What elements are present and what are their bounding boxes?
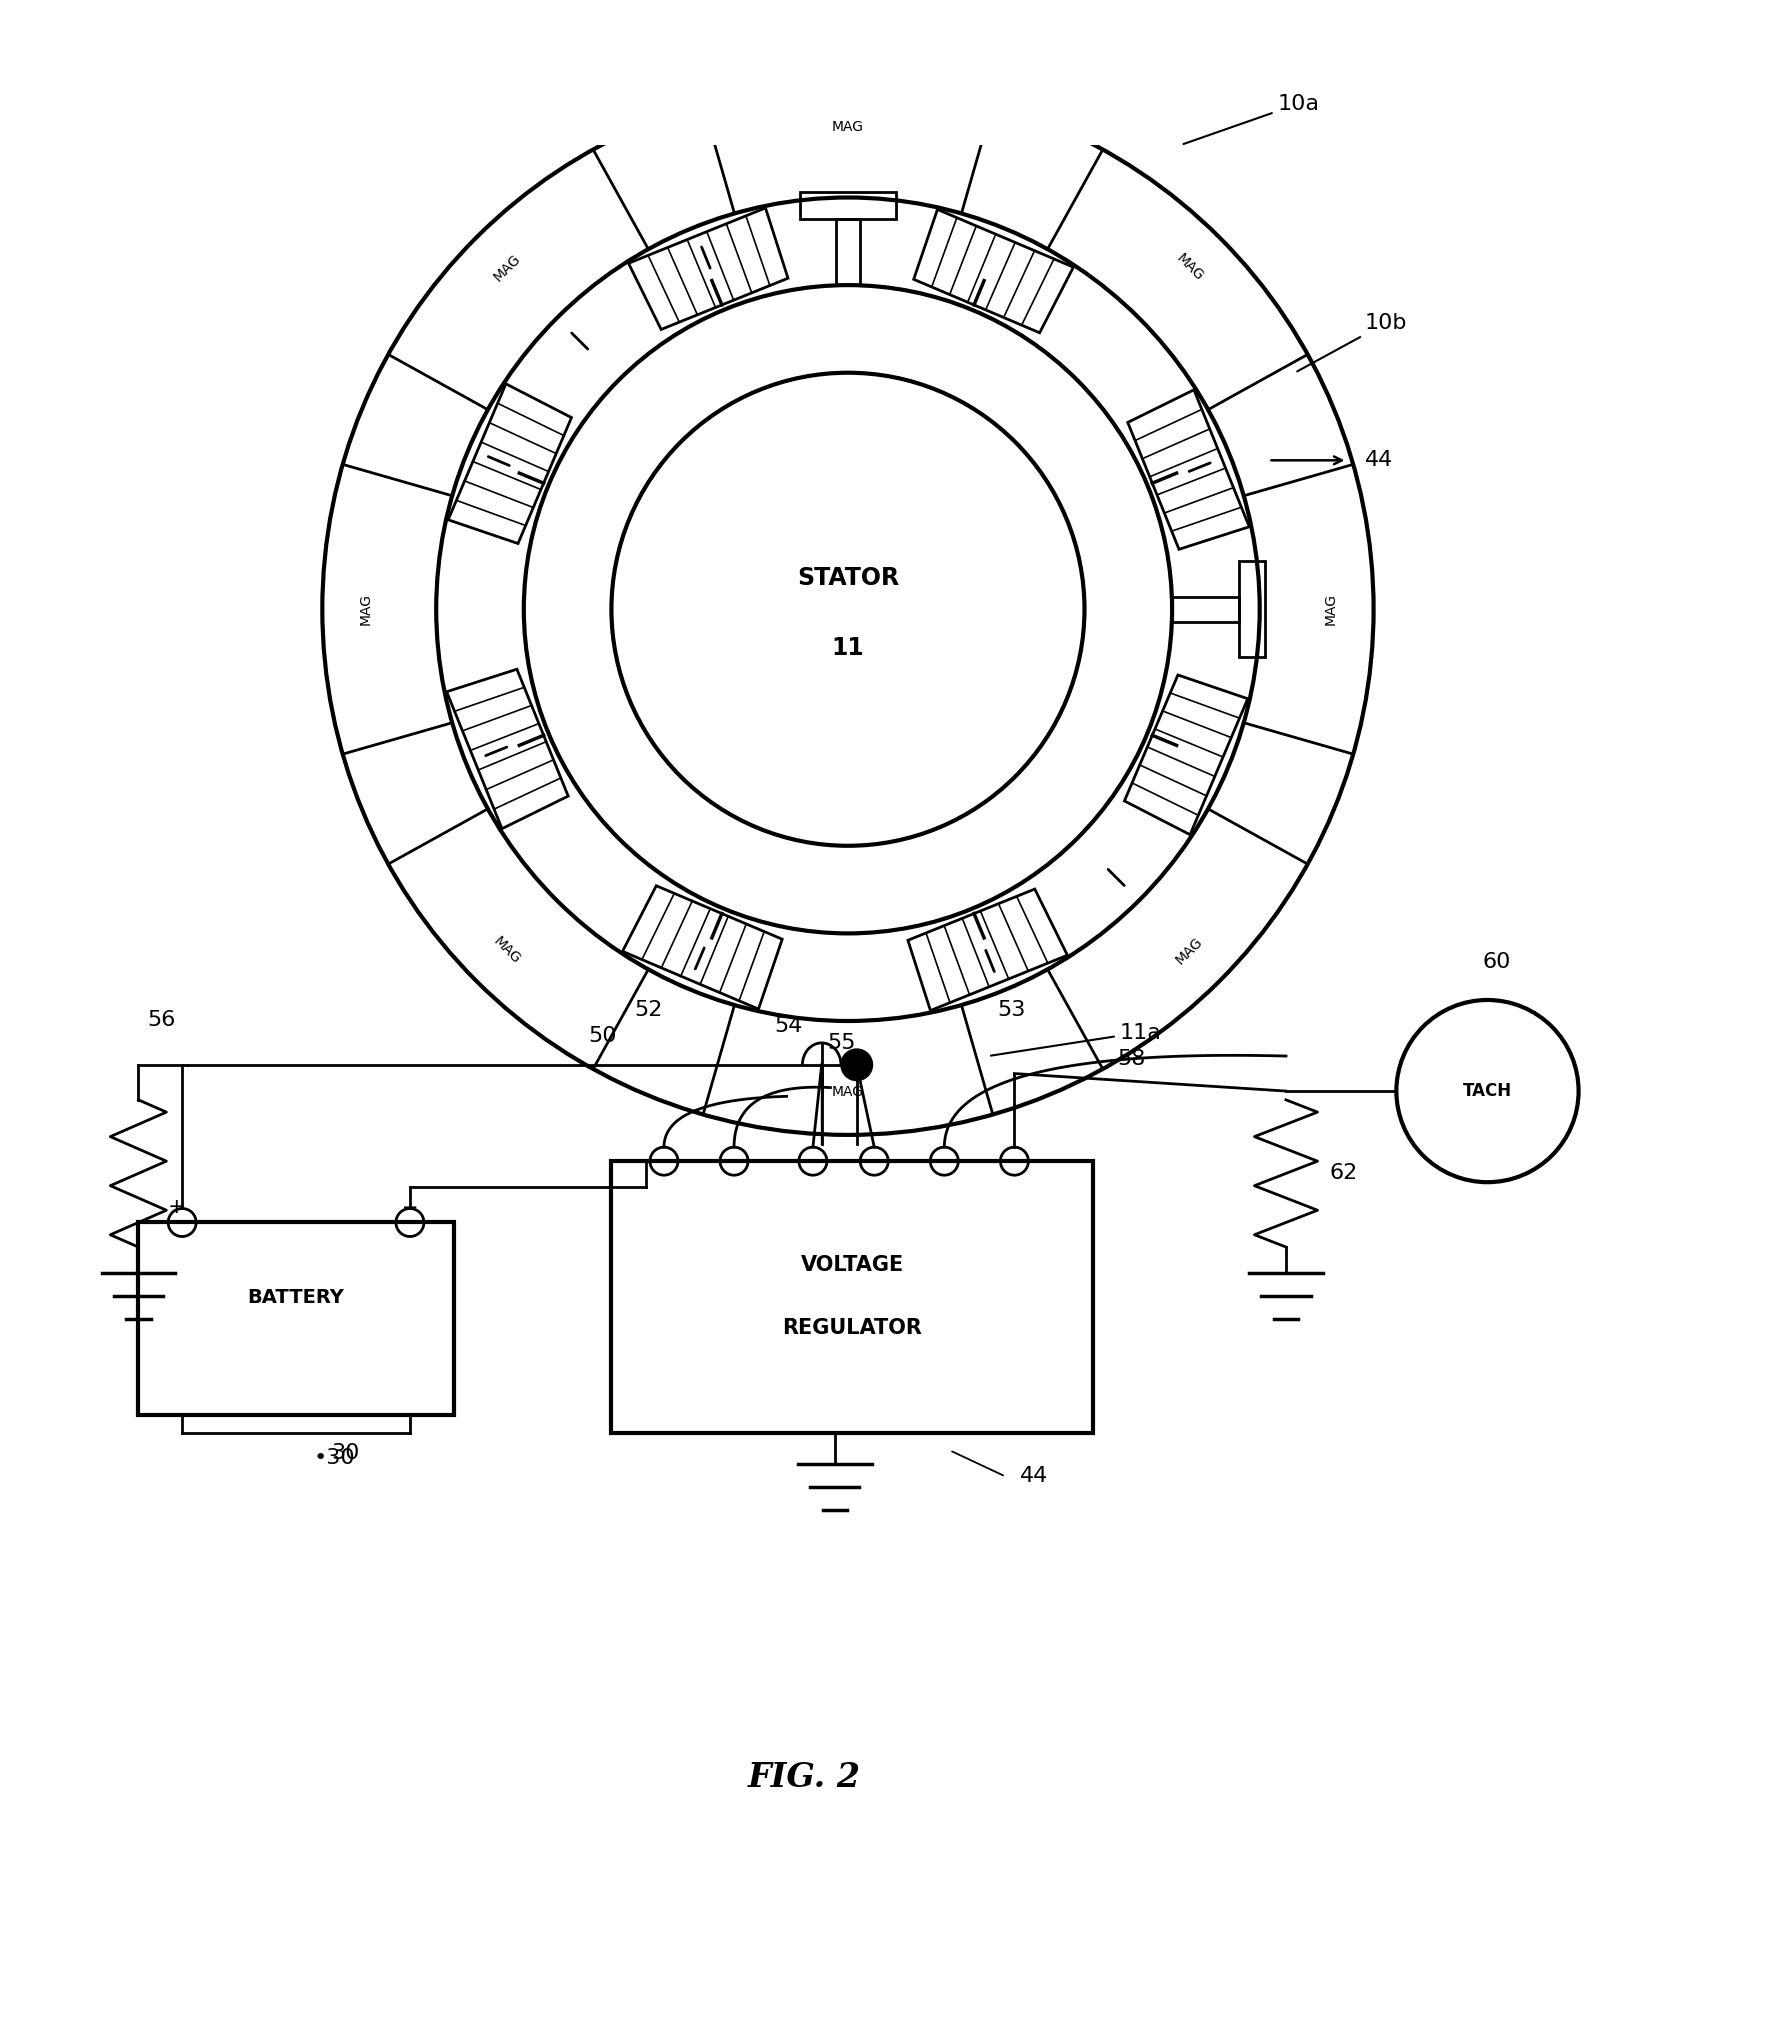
Text: REGULATOR: REGULATOR [782, 1319, 922, 1338]
Text: 52: 52 [634, 1001, 662, 1019]
Polygon shape [913, 210, 1074, 333]
Text: 10b: 10b [1298, 312, 1408, 372]
Text: MAG: MAG [358, 594, 373, 625]
Text: 11: 11 [832, 635, 864, 660]
Text: MAG: MAG [832, 1084, 864, 1099]
Polygon shape [629, 208, 788, 329]
Text: 60: 60 [1482, 952, 1510, 972]
Text: 54: 54 [774, 1015, 804, 1035]
Polygon shape [449, 384, 572, 543]
Text: 58: 58 [1118, 1050, 1146, 1068]
Text: 53: 53 [996, 1001, 1026, 1019]
Text: 30: 30 [330, 1444, 360, 1462]
Text: 56: 56 [147, 1011, 175, 1031]
Text: 11a: 11a [991, 1023, 1162, 1056]
Bar [611, 1162, 1093, 1433]
Text: MAG: MAG [1324, 594, 1337, 625]
Text: MAG: MAG [1173, 935, 1206, 966]
Text: MAG: MAG [1173, 251, 1206, 284]
Text: +: + [168, 1197, 185, 1217]
Text: •30: •30 [314, 1448, 355, 1468]
Polygon shape [1128, 390, 1249, 549]
Text: STATOR: STATOR [796, 566, 899, 590]
Polygon shape [1125, 676, 1249, 835]
Text: BATTERY: BATTERY [247, 1289, 344, 1307]
Text: 55: 55 [826, 1033, 855, 1054]
Text: MAG: MAG [491, 251, 523, 284]
Circle shape [841, 1050, 872, 1080]
Text: VOLTAGE: VOLTAGE [800, 1256, 904, 1276]
Polygon shape [623, 886, 782, 1009]
Text: −: − [401, 1199, 419, 1217]
Text: 44: 44 [1365, 451, 1393, 470]
Polygon shape [908, 888, 1067, 1011]
Text: 62: 62 [1330, 1164, 1358, 1184]
Text: MAG: MAG [832, 120, 864, 133]
Text: TACH: TACH [1462, 1082, 1512, 1101]
Text: 10a: 10a [1183, 94, 1319, 145]
Polygon shape [447, 670, 569, 829]
Text: 50: 50 [588, 1025, 616, 1046]
Text: 44: 44 [1019, 1466, 1047, 1487]
Bar [138, 1223, 454, 1415]
Text: MAG: MAG [491, 935, 523, 966]
Text: FIG. 2: FIG. 2 [747, 1762, 860, 1795]
